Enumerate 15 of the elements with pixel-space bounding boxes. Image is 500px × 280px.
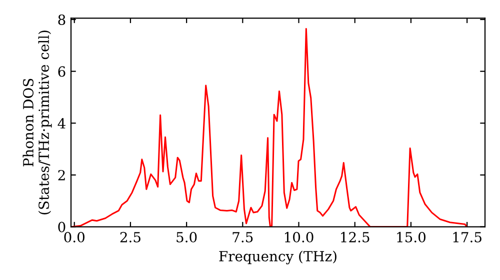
x-tick-label: 12.5: [341, 232, 370, 242]
y-tick-label: 0: [58, 222, 66, 232]
y-axis-title: Phonon DOS (States/THz·primitive cell): [22, 30, 52, 214]
x-tick-label: 5.0: [176, 232, 197, 242]
y-tick-label: 8: [58, 14, 66, 25]
x-tick-label: 15.0: [397, 232, 426, 242]
x-tick-label: 7.5: [232, 232, 253, 242]
x-tick-label: 0.0: [64, 232, 84, 242]
x-axis-title: Frequency (THz): [219, 250, 336, 264]
x-tick-label: 17.5: [453, 232, 482, 242]
x-tick-label: 2.5: [120, 232, 140, 242]
x-tick-label: 10.0: [284, 232, 314, 242]
y-tick-label: 6: [58, 66, 66, 77]
y-tick-label: 4: [58, 118, 66, 128]
y-tick-label: 2: [58, 170, 65, 180]
